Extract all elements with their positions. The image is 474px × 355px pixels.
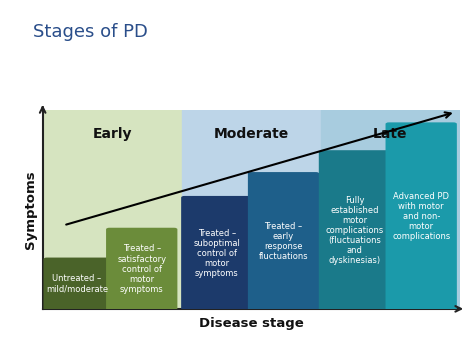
Text: Moderate: Moderate — [214, 127, 289, 141]
Text: Untreated –
mild/moderate: Untreated – mild/moderate — [46, 274, 108, 294]
Text: Advanced PD
with motor
and non-
motor
complications: Advanced PD with motor and non- motor co… — [392, 192, 450, 241]
FancyBboxPatch shape — [44, 258, 110, 310]
Text: Fully
established
motor
complications
(fluctuations
and
dyskinesias): Fully established motor complications (f… — [325, 196, 383, 265]
FancyBboxPatch shape — [319, 150, 390, 310]
Text: Treated –
early
response
fluctuations: Treated – early response fluctuations — [259, 222, 309, 261]
Y-axis label: Symptoms: Symptoms — [24, 170, 37, 249]
FancyBboxPatch shape — [181, 196, 253, 310]
Text: Treated –
satisfactory
control of
motor
symptoms: Treated – satisfactory control of motor … — [117, 245, 166, 294]
X-axis label: Disease stage: Disease stage — [199, 317, 303, 330]
Bar — [43, 110, 182, 309]
Bar — [321, 110, 460, 309]
Text: Early: Early — [92, 127, 132, 141]
FancyBboxPatch shape — [385, 122, 457, 310]
Text: Late: Late — [373, 127, 408, 141]
Text: Stages of PD: Stages of PD — [33, 23, 148, 41]
Bar — [182, 110, 321, 309]
FancyBboxPatch shape — [106, 228, 177, 310]
Text: Treated –
suboptimal
control of
motor
symptoms: Treated – suboptimal control of motor sy… — [193, 229, 240, 278]
FancyBboxPatch shape — [248, 172, 319, 310]
